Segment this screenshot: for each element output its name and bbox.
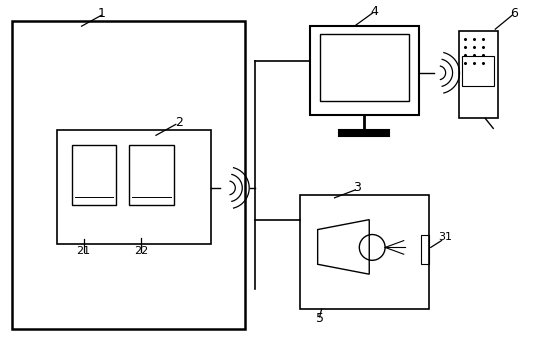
Text: 2: 2 bbox=[175, 116, 183, 129]
Bar bbox=[462, 56, 494, 86]
Bar bbox=[310, 26, 419, 116]
Text: 31: 31 bbox=[439, 232, 452, 243]
Polygon shape bbox=[318, 220, 369, 274]
Text: 4: 4 bbox=[370, 5, 378, 18]
Text: 3: 3 bbox=[354, 181, 361, 194]
Text: 21: 21 bbox=[76, 246, 91, 257]
Bar bbox=[320, 34, 409, 100]
Bar bbox=[12, 21, 245, 329]
Bar bbox=[458, 31, 498, 118]
Bar bbox=[421, 234, 429, 264]
Bar bbox=[129, 145, 174, 205]
Text: 5: 5 bbox=[316, 312, 324, 326]
Text: 1: 1 bbox=[97, 7, 105, 20]
Bar bbox=[71, 145, 116, 205]
Bar bbox=[339, 130, 389, 136]
Text: 22: 22 bbox=[134, 246, 148, 257]
Bar bbox=[300, 195, 429, 309]
Text: 6: 6 bbox=[510, 7, 518, 20]
Bar bbox=[57, 130, 210, 244]
